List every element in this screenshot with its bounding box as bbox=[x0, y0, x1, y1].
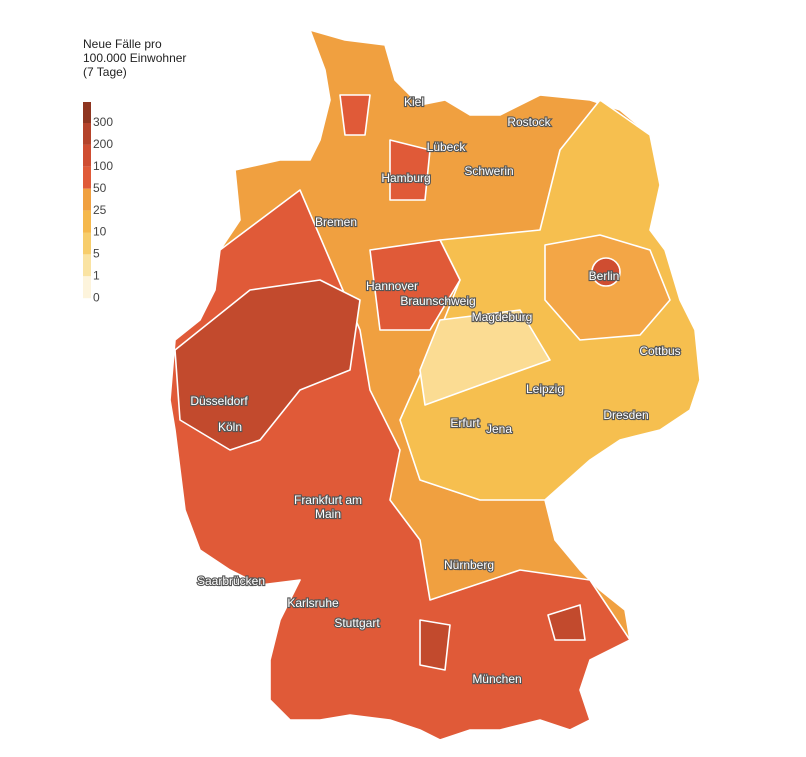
city-label: Berlin bbox=[589, 269, 620, 283]
region bbox=[544, 234, 671, 341]
region bbox=[591, 257, 621, 287]
legend-swatch bbox=[83, 166, 91, 189]
city-label: Kiel bbox=[404, 95, 424, 109]
legend-tick-label: 50 bbox=[93, 181, 107, 195]
legend-swatch bbox=[83, 188, 91, 211]
legend-swatch bbox=[83, 123, 91, 145]
city-label: Köln bbox=[218, 420, 242, 434]
region bbox=[419, 309, 551, 406]
legend-title: Neue Fälle pro bbox=[83, 37, 162, 51]
legend-tick-label: 5 bbox=[93, 247, 100, 261]
legend-title: 100.000 Einwohner bbox=[83, 51, 186, 65]
city-label: Hannover bbox=[366, 279, 418, 293]
legend-swatch bbox=[83, 102, 91, 123]
legend-title: (7 Tage) bbox=[83, 65, 127, 79]
city-label: Rostock bbox=[507, 115, 551, 129]
city-label: Jena bbox=[486, 422, 512, 436]
city-label: Saarbrücken bbox=[197, 574, 265, 588]
legend: Neue Fälle pro 100.000 Einwohner (7 Tage… bbox=[83, 37, 186, 304]
region bbox=[419, 619, 451, 671]
city-label: Frankfurt am bbox=[294, 493, 362, 507]
legend-swatch bbox=[83, 254, 91, 277]
legend-tick-label: 300 bbox=[93, 115, 113, 129]
region bbox=[547, 604, 586, 641]
city-label: Erfurt bbox=[450, 416, 480, 430]
city-label: Dresden bbox=[603, 408, 648, 422]
legend-swatch bbox=[83, 276, 91, 299]
city-label: Schwerin bbox=[464, 164, 513, 178]
region bbox=[369, 239, 461, 331]
legend-swatch bbox=[83, 210, 91, 233]
legend-swatch bbox=[83, 144, 91, 167]
city-label: Cottbus bbox=[639, 344, 680, 358]
city-label: Main bbox=[315, 507, 341, 521]
legend-tick-label: 200 bbox=[93, 137, 113, 151]
legend-tick-label: 1 bbox=[93, 268, 100, 282]
city-label: Düsseldorf bbox=[190, 394, 248, 408]
region bbox=[339, 94, 371, 136]
city-label: Karlsruhe bbox=[287, 596, 339, 610]
legend-tick-label: 25 bbox=[93, 203, 107, 217]
region bbox=[174, 279, 361, 451]
legend-tick-label: 10 bbox=[93, 225, 107, 239]
city-label: Bremen bbox=[315, 215, 357, 229]
region bbox=[389, 139, 431, 201]
city-labels: Kiel Rostock Lübeck Schwerin Hamburg Bre… bbox=[189, 94, 682, 687]
city-label: Stuttgart bbox=[334, 616, 380, 630]
legend-tick-label: 100 bbox=[93, 159, 113, 173]
city-label: Lübeck bbox=[427, 140, 467, 154]
city-label: Magdeburg bbox=[472, 310, 533, 324]
city-label: Nürnberg bbox=[444, 558, 494, 572]
city-label: München bbox=[472, 672, 521, 686]
city-label: Braunschweig bbox=[400, 294, 475, 308]
legend-tick-label: 0 bbox=[93, 290, 100, 304]
legend-swatch bbox=[83, 232, 91, 255]
city-label: Leipzig bbox=[526, 382, 564, 396]
germany-map bbox=[169, 29, 701, 741]
city-label: Hamburg bbox=[381, 171, 430, 185]
